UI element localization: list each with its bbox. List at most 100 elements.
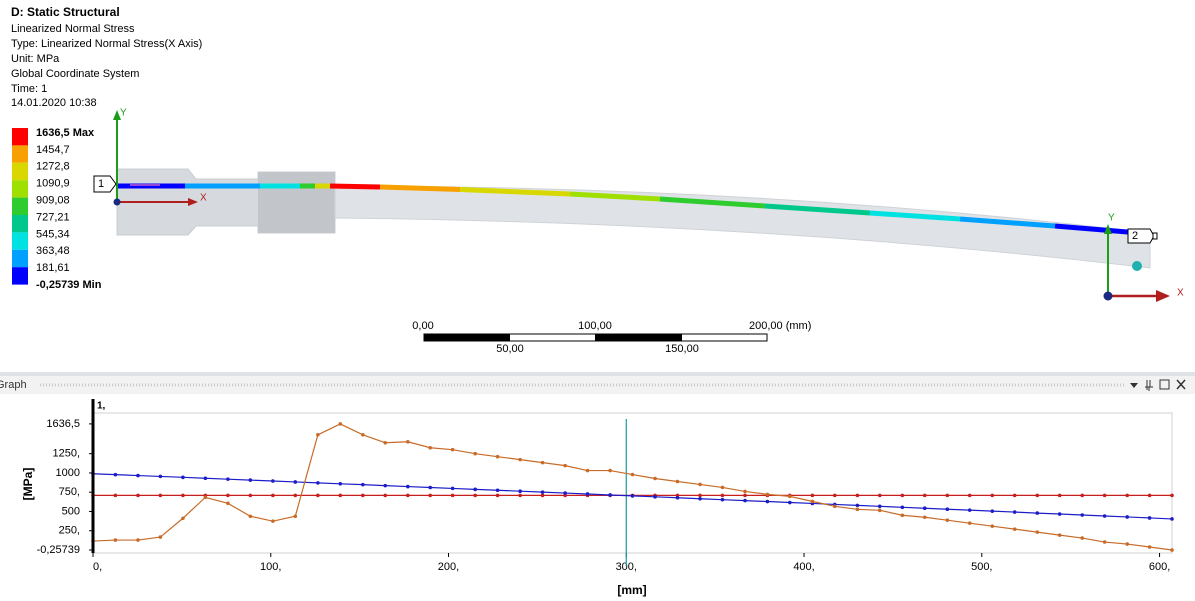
legend-band — [12, 180, 28, 197]
series-marker — [428, 446, 432, 450]
series-marker — [316, 433, 320, 437]
legend-label: -0,25739 Min — [36, 279, 102, 291]
y-tick-label: 500 — [62, 505, 80, 517]
triad-label: X — [200, 193, 207, 204]
stress-segment — [330, 186, 380, 187]
page: D: Static Structural Linearized Normal S… — [0, 0, 1195, 601]
scale-label: 150,00 — [665, 343, 699, 355]
stress-segment — [380, 187, 460, 190]
series-marker — [676, 496, 680, 500]
series-marker — [1103, 494, 1107, 498]
legend-band — [12, 232, 28, 249]
series-marker — [406, 440, 410, 444]
series-marker — [226, 477, 230, 481]
series-marker — [946, 507, 950, 511]
series-marker — [406, 494, 410, 498]
series-marker — [833, 494, 837, 498]
series-marker — [766, 493, 770, 497]
y-tick-label: 1636,5 — [46, 418, 80, 430]
series-marker — [990, 494, 994, 498]
y-tick-label: 1000 — [56, 467, 80, 479]
series-marker — [316, 494, 320, 498]
series-marker — [1148, 494, 1152, 498]
series-marker — [653, 477, 657, 481]
series-marker — [383, 441, 387, 445]
series-marker — [990, 524, 994, 528]
series-marker — [856, 494, 860, 498]
series-marker — [159, 475, 163, 479]
series-marker — [990, 509, 994, 513]
series-marker — [901, 513, 905, 517]
scale-label: 0,00 — [412, 320, 433, 332]
header-line: Linearized Normal Stress — [11, 23, 135, 35]
series-marker — [114, 538, 118, 542]
series-marker — [249, 494, 253, 498]
series-marker — [338, 494, 342, 498]
series-marker — [518, 489, 522, 493]
series-marker — [293, 514, 297, 518]
legend-label: 545,34 — [36, 228, 70, 240]
series-marker — [361, 433, 365, 437]
series-marker — [1080, 536, 1084, 540]
legend-band — [12, 198, 28, 215]
series-marker — [1148, 545, 1152, 549]
series-marker — [249, 478, 253, 482]
plot-area — [93, 413, 1172, 553]
point-callout-tab — [1153, 233, 1157, 239]
y-tick-label: 750, — [59, 486, 80, 498]
series-marker — [1058, 512, 1062, 516]
series-marker — [249, 514, 253, 518]
legend-label: 181,61 — [36, 262, 70, 274]
series-marker — [833, 505, 837, 509]
series-marker — [923, 515, 927, 519]
series-marker — [1058, 533, 1062, 537]
series-marker — [1125, 542, 1129, 546]
scale-label: 50,00 — [496, 343, 524, 355]
series-marker — [856, 504, 860, 508]
point-label: 2 — [1132, 230, 1138, 242]
series-marker — [361, 494, 365, 498]
y-tick-label: -0,25739 — [37, 544, 80, 556]
series-marker — [631, 494, 635, 498]
series-marker — [788, 501, 792, 505]
series-marker — [496, 488, 500, 492]
series-marker — [541, 490, 545, 494]
series-marker — [114, 473, 118, 477]
series-marker — [293, 494, 297, 498]
splitter[interactable] — [0, 372, 1195, 376]
shaft-block — [258, 172, 335, 233]
series-marker — [1103, 540, 1107, 544]
series-marker — [136, 538, 140, 542]
scale-label: 100,00 — [578, 320, 612, 332]
series-marker — [181, 516, 185, 520]
series-marker — [361, 483, 365, 487]
series-marker — [968, 494, 972, 498]
series-marker — [1170, 494, 1174, 498]
series-marker — [1058, 494, 1062, 498]
series-marker — [271, 479, 275, 483]
x-tick-label: 100, — [260, 561, 281, 573]
header-title: D: Static Structural — [11, 5, 120, 19]
series-marker — [743, 494, 747, 498]
legend-band — [12, 145, 28, 162]
series-marker — [451, 487, 455, 491]
legend-label: 1090,9 — [36, 178, 70, 190]
series-marker — [114, 494, 118, 498]
series-marker — [968, 521, 972, 525]
series-marker — [226, 502, 230, 506]
triad-label: X — [1177, 288, 1184, 299]
series-marker — [1035, 511, 1039, 515]
series-marker — [721, 498, 725, 502]
legend-label: 1272,8 — [36, 161, 70, 173]
series-marker — [1080, 494, 1084, 498]
triad-label: Y — [120, 108, 127, 119]
series-marker — [181, 494, 185, 498]
series-marker — [878, 505, 882, 509]
series-marker — [1013, 527, 1017, 531]
series-marker — [541, 494, 545, 498]
legend-band — [12, 250, 28, 267]
series-marker — [451, 494, 455, 498]
series-marker — [473, 494, 477, 498]
series-marker — [518, 458, 522, 462]
series-marker — [136, 494, 140, 498]
